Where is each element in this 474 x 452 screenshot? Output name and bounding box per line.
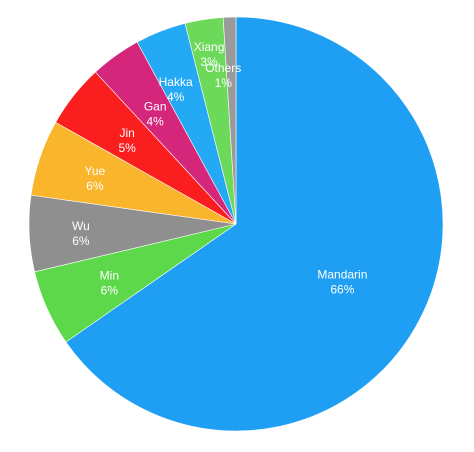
slice-name-label: Min: [100, 269, 119, 283]
pie-slice-mandarin: [65, 16, 444, 432]
slice-value-label: 5%: [119, 141, 137, 155]
slice-name-label: Jin: [120, 126, 135, 140]
slice-name-label: Others: [205, 61, 241, 75]
slice-value-label: 3%: [200, 55, 218, 69]
pie-slices: [28, 16, 444, 432]
pie-slice-others: [222, 16, 237, 225]
slice-name-label: Mandarin: [317, 268, 367, 282]
slice-name-label: Yue: [84, 164, 105, 178]
slice-name-label: Wu: [72, 219, 90, 233]
slice-value-label: 6%: [86, 179, 104, 193]
slice-name-label: Xiang: [194, 40, 225, 54]
slice-value-label: 6%: [72, 234, 90, 248]
pie-labels: Mandarin66%Min6%Wu6%Yue6%Jin5%Gan4%Hakka…: [72, 40, 367, 297]
slice-name-label: Gan: [144, 99, 167, 113]
slice-name-label: Hakka: [159, 75, 193, 89]
slice-value-label: 4%: [167, 90, 185, 104]
slice-value-label: 1%: [215, 76, 233, 90]
slice-value-label: 4%: [147, 114, 165, 128]
slice-value-label: 66%: [330, 283, 354, 297]
slice-value-label: 6%: [101, 284, 119, 298]
